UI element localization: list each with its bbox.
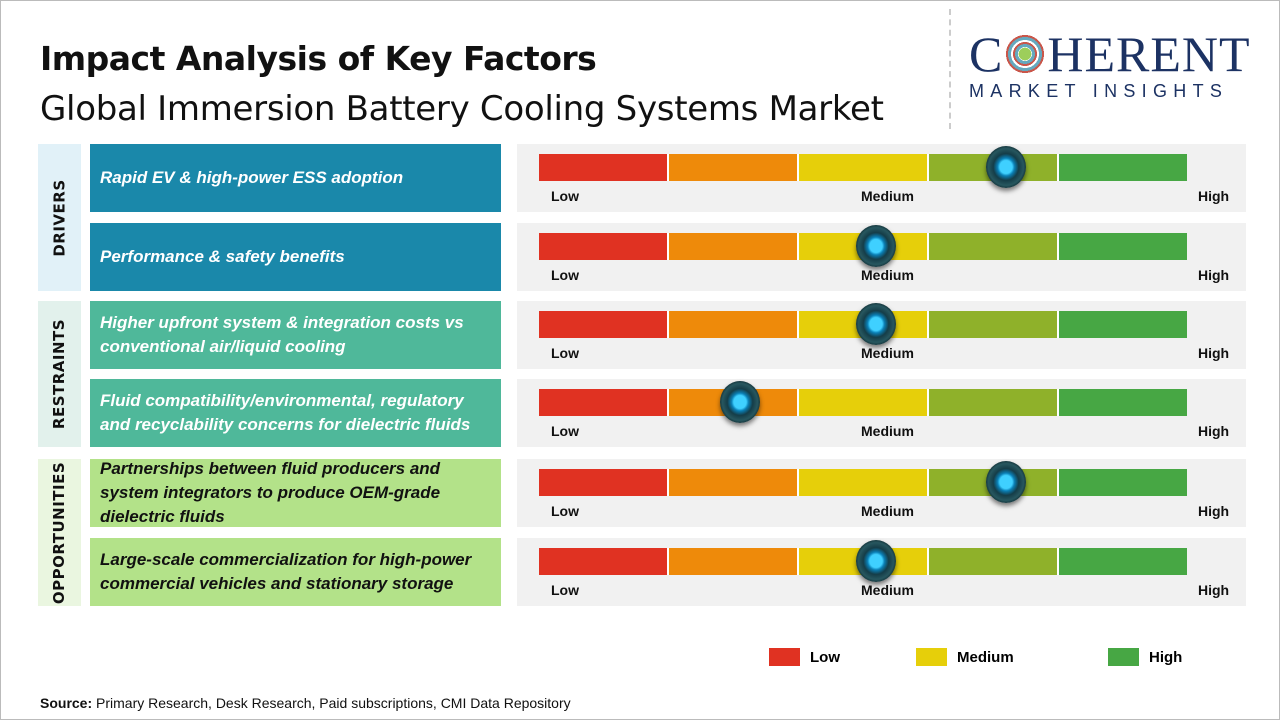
logo-text-right: HERENT (1047, 26, 1251, 82)
gauge-segment (539, 548, 669, 575)
gauge-segment (539, 154, 669, 181)
impact-gauge: Low Medium High (517, 459, 1246, 527)
scale-label-low: Low (551, 423, 579, 439)
impact-indicator-knob (719, 381, 760, 423)
impact-indicator-knob (985, 461, 1026, 503)
impact-gauge: Low Medium High (517, 223, 1246, 291)
gauge-segment (539, 233, 669, 260)
gauge-segment (539, 389, 669, 416)
logo-text-left: C (969, 26, 1004, 82)
scale-label-high: High (1198, 423, 1230, 439)
page-subtitle: Global Immersion Battery Cooling Systems… (40, 89, 884, 129)
scale-label-medium: Medium (861, 582, 914, 598)
gauge-segment (539, 311, 669, 338)
source-note: Source: Primary Research, Desk Research,… (40, 695, 571, 711)
factor-box: Performance & safety benefits (90, 223, 501, 291)
impact-indicator-knob (855, 540, 896, 582)
legend-item-low: Low (769, 648, 840, 666)
gauge-segment (1059, 311, 1187, 338)
gauge-segment (669, 548, 799, 575)
logo: C HERENT MARKET INSIGHTS (969, 29, 1264, 102)
category-text: DRIVERS (50, 178, 69, 257)
scale-label-medium: Medium (861, 188, 914, 204)
legend-label: Medium (957, 648, 1014, 666)
scale-label-high: High (1198, 267, 1230, 283)
legend-swatch-medium (916, 648, 947, 666)
source-text: Primary Research, Desk Research, Paid su… (92, 695, 571, 711)
gauge-segment (669, 311, 799, 338)
gauge-segment (799, 154, 929, 181)
scale-label-high: High (1198, 503, 1230, 519)
scale-label-high: High (1198, 188, 1230, 204)
scale-label-medium: Medium (861, 503, 914, 519)
impact-indicator-knob (855, 303, 896, 345)
impact-gauge: Low Medium High (517, 538, 1246, 606)
factor-box: Large-scale commercialization for high-p… (90, 538, 501, 606)
factor-box: Partnerships between fluid producers and… (90, 459, 501, 527)
gauge-segment (669, 154, 799, 181)
gauge-segment (1059, 469, 1187, 496)
factor-box: Fluid compatibility/environmental, regul… (90, 379, 501, 447)
impact-indicator-knob (855, 225, 896, 267)
scale-label-medium: Medium (861, 345, 914, 361)
scale-label-low: Low (551, 188, 579, 204)
page-title: Impact Analysis of Key Factors (40, 39, 597, 78)
category-text: OPPORTUNITIES (50, 461, 69, 604)
gauge-segment (929, 548, 1059, 575)
legend-swatch-high (1108, 648, 1139, 666)
impact-gauge: Low Medium High (517, 379, 1246, 447)
gauge-segment (799, 469, 929, 496)
gauge-segment (669, 469, 799, 496)
factor-box: Higher upfront system & integration cost… (90, 301, 501, 369)
scale-label-high: High (1198, 582, 1230, 598)
divider (949, 9, 951, 129)
gauge-segment (1059, 389, 1187, 416)
scale-label-medium: Medium (861, 267, 914, 283)
gauge-segment (669, 233, 799, 260)
category-label-opportunities: OPPORTUNITIES (38, 459, 81, 606)
globe-icon (1005, 34, 1046, 74)
logo-subtitle: MARKET INSIGHTS (969, 81, 1229, 101)
gauge-segment (929, 311, 1059, 338)
scale-label-low: Low (551, 582, 579, 598)
gauge-segment (539, 469, 669, 496)
gauge-segment (929, 389, 1059, 416)
scale-label-low: Low (551, 345, 579, 361)
legend-label: High (1149, 648, 1183, 666)
legend-item-medium: Medium (916, 648, 1014, 666)
scale-label-high: High (1198, 345, 1230, 361)
category-text: RESTRAINTS (50, 318, 69, 430)
scale-label-low: Low (551, 503, 579, 519)
gauge-segment (1059, 548, 1187, 575)
category-label-drivers: DRIVERS (38, 144, 81, 291)
source-label: Source: (40, 695, 93, 711)
impact-indicator-knob (985, 146, 1026, 188)
scale-label-low: Low (551, 267, 579, 283)
impact-gauge: Low Medium High (517, 144, 1246, 212)
gauge-segment (1059, 154, 1187, 181)
scale-label-medium: Medium (861, 423, 914, 439)
legend-label: Low (810, 648, 840, 666)
legend-item-high: High (1108, 648, 1182, 666)
category-label-restraints: RESTRAINTS (38, 301, 81, 447)
factor-box: Rapid EV & high-power ESS adoption (90, 144, 501, 212)
impact-gauge: Low Medium High (517, 301, 1246, 369)
legend-swatch-low (769, 648, 800, 666)
gauge-segment (929, 233, 1059, 260)
gauge-segment (799, 389, 929, 416)
gauge-segment (1059, 233, 1187, 260)
